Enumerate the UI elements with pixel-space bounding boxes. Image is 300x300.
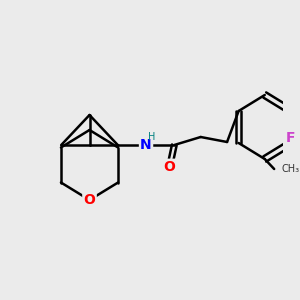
Text: O: O xyxy=(84,193,95,207)
Text: N: N xyxy=(140,138,152,152)
Text: CH₃: CH₃ xyxy=(282,164,300,174)
Text: O: O xyxy=(164,160,176,174)
Text: H: H xyxy=(148,132,155,142)
Text: F: F xyxy=(286,131,296,145)
